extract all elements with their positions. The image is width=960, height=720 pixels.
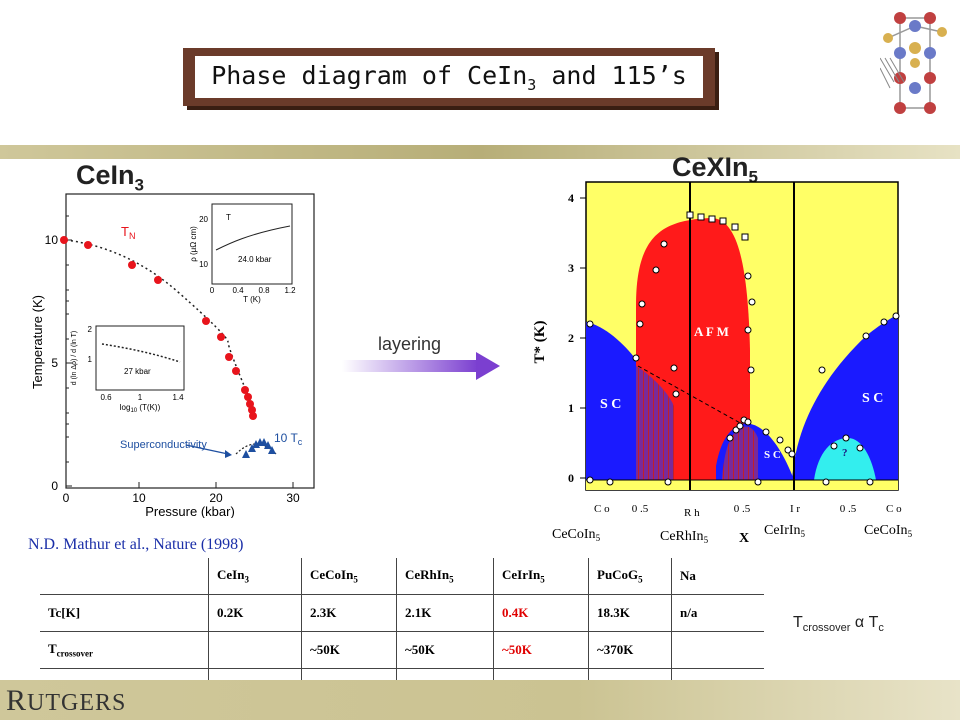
ytick: 10: [45, 233, 59, 247]
table-row: Tcrossover ~50K ~50K ~50K ~370K: [40, 631, 764, 669]
svg-text:1: 1: [138, 393, 143, 402]
col-ceirin5: CeIrIn5: [493, 558, 589, 595]
svg-text:2: 2: [568, 331, 574, 345]
cein3-heading: CeIn3: [76, 160, 144, 195]
svg-text:d (ln Δρ) / d (ln T): d (ln Δρ) / d (ln T): [71, 331, 78, 385]
table-header-row: CeIn3 CeCoIn5 CeRhIn5 CeIrIn5 PuCoG5 Na: [40, 558, 764, 595]
tn-label: TN: [121, 224, 135, 241]
rutgers-logo: RUTGERS: [6, 684, 127, 717]
inset-pressure-label: 24.0 kbar: [238, 255, 272, 264]
inset-exponent-curve: [101, 343, 181, 363]
svg-text:4: 4: [568, 191, 574, 205]
svg-text:1.4: 1.4: [172, 393, 184, 402]
label-cerhin5: CeRhIn5: [660, 529, 709, 545]
svg-text:C o: C o: [594, 503, 610, 515]
svg-text:3: 3: [568, 261, 574, 275]
crossover-line: [637, 365, 743, 425]
label-ceirin5: CeIrIn5: [764, 523, 806, 539]
crystal-structure-icon: [880, 12, 947, 114]
slide-title-frame: Phase diagram of CeIn3 and 115’s: [183, 48, 715, 106]
y-axis-label: T* (K): [532, 321, 548, 364]
label-cecoin5-left: CeCoIn5: [552, 527, 601, 543]
ytick: 5: [51, 356, 58, 370]
citation: N.D. Mathur et al., Nature (1998): [28, 536, 244, 553]
svg-text:0 .5: 0 .5: [840, 503, 857, 515]
col-pucog5: PuCoG5: [588, 558, 672, 595]
sc-right-label: S C: [862, 391, 883, 406]
y-axis-label: Temperature (K): [30, 295, 45, 389]
table-row: Tc[K] 0.2K 2.3K 2.1K 0.4K 18.3K n/a: [40, 594, 764, 632]
inset2-pressure-label: 27 kbar: [124, 367, 151, 376]
svg-text:0: 0: [210, 286, 215, 295]
svg-text:1: 1: [568, 401, 574, 415]
plot-frame: [65, 193, 315, 489]
sc-region-right: [792, 314, 898, 480]
sc-mid-label: S C: [764, 449, 781, 461]
svg-text:1.2: 1.2: [284, 286, 296, 295]
coexist-region-left: [636, 366, 674, 480]
tn-curve: [65, 239, 254, 408]
footer-band: [0, 680, 960, 720]
svg-text:0.6: 0.6: [100, 393, 112, 402]
data-markers: [586, 211, 900, 486]
x-axis-label: Pressure (kbar): [145, 504, 235, 518]
slide-title: Phase diagram of CeIn3 and 115’s: [211, 60, 687, 94]
svg-text:20: 20: [199, 215, 208, 224]
svg-text:ρ (μΩ cm): ρ (μΩ cm): [189, 226, 198, 262]
ytick: 0: [51, 479, 58, 493]
afm-label: A F M: [694, 324, 729, 339]
crossover-relation: Tcrossover α Tc: [793, 614, 884, 635]
svg-text:0: 0: [568, 471, 574, 485]
decorative-band: [0, 145, 960, 159]
label-cecoin5-right: CeCoIn5: [864, 523, 913, 539]
tn-points: [60, 236, 257, 420]
sc-arrow: [185, 444, 229, 455]
inset-resistivity-curve: [215, 225, 291, 251]
svg-text:0.8: 0.8: [258, 286, 270, 295]
tc-label: 10 Tc: [274, 431, 303, 447]
inset-resistivity: [211, 203, 293, 285]
svg-text:R h: R h: [684, 507, 700, 519]
sc-left-label: S C: [600, 397, 621, 412]
svg-text:T (K): T (K): [243, 295, 261, 304]
xtick: 0: [63, 491, 70, 505]
svg-text:C o: C o: [886, 503, 902, 515]
xtick: 30: [286, 491, 300, 505]
superconductivity-label: Superconductivity: [120, 439, 207, 451]
xtick: 10: [132, 491, 146, 505]
svg-text:0 .5: 0 .5: [632, 503, 649, 515]
svg-text:10: 10: [199, 260, 208, 269]
svg-text:1: 1: [88, 355, 93, 364]
x-axis-label: X: [739, 531, 749, 546]
sc-region-left: [586, 322, 638, 480]
inset-tc-mark: T: [226, 213, 231, 222]
tc-points: [242, 438, 276, 458]
svg-text:I r: I r: [790, 503, 800, 515]
cein3-phase-plot: 0 5 10 0 10 20 30 Pressure (kbar) Temper…: [30, 193, 315, 518]
col-cecoin5: CeCoIn5: [301, 558, 397, 595]
svg-text:2: 2: [88, 325, 93, 334]
svg-text:0 .5: 0 .5: [734, 503, 751, 515]
unknown-label: ?: [842, 447, 848, 459]
layering-label: layering: [378, 334, 442, 354]
col-cerhin5: CeRhIn5: [396, 558, 494, 595]
svg-text:log10 (T(K)): log10 (T(K)): [120, 403, 161, 414]
layering-arrow: [342, 352, 500, 380]
cexin5-heading: CeXIn5: [672, 152, 758, 187]
col-cein3: CeIn3: [208, 558, 302, 595]
xtick: 20: [209, 491, 223, 505]
col-na: Na: [671, 558, 764, 595]
cexin5-phase-plot: 0 1 2 3 4 T* (K) C o 0 .5 R h 0 .5 I r 0…: [532, 181, 913, 546]
svg-text:0.4: 0.4: [232, 286, 244, 295]
inset-exponent: [95, 325, 185, 391]
